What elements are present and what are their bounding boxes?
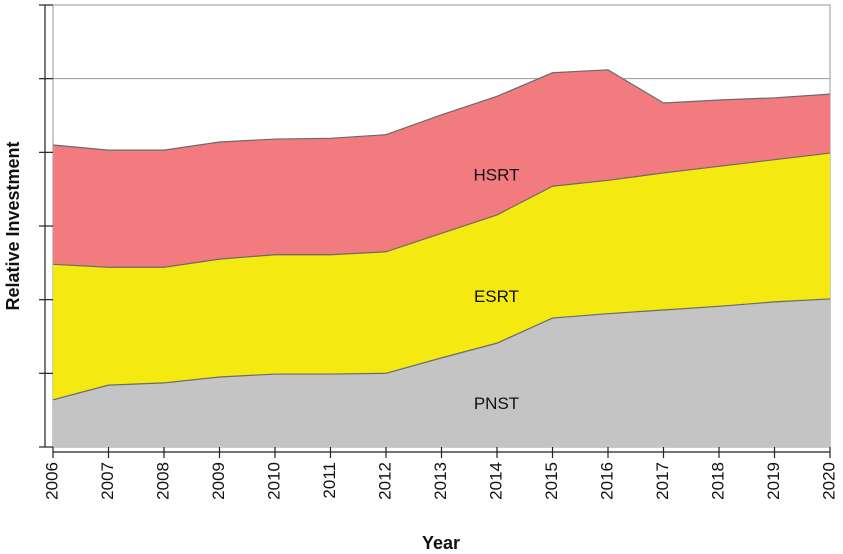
x-tick-label: 2011 [320,462,339,499]
x-tick-label: 2008 [153,462,172,500]
x-tick-label: 2012 [375,462,394,500]
x-tick-label: 2020 [819,462,838,500]
x-tick-label: 2015 [542,462,561,500]
x-tick-label: 2018 [708,462,727,500]
area [53,298,830,447]
area [53,69,830,268]
y-axis-label: Relative Investment [3,141,23,310]
series-label: HSRT [474,166,520,185]
x-tick-label: 2014 [486,462,505,500]
area [53,153,830,400]
series-label: ESRT [474,287,519,306]
x-tick-label: 2006 [42,462,61,500]
series-label: PNST [474,394,519,413]
x-tick-label: 2013 [431,462,450,500]
x-tick-label: 2009 [209,462,228,500]
area-edge [52,298,831,401]
x-tick-label: 2019 [764,462,783,500]
area-edge [52,152,831,268]
x-tick-label: 2007 [98,462,117,500]
x-tick-label: 2017 [653,462,672,500]
x-axis-label: Year [422,533,460,553]
area-edge [52,69,831,151]
x-tick-label: 2010 [264,462,283,500]
x-tick-label: 2016 [597,462,616,500]
